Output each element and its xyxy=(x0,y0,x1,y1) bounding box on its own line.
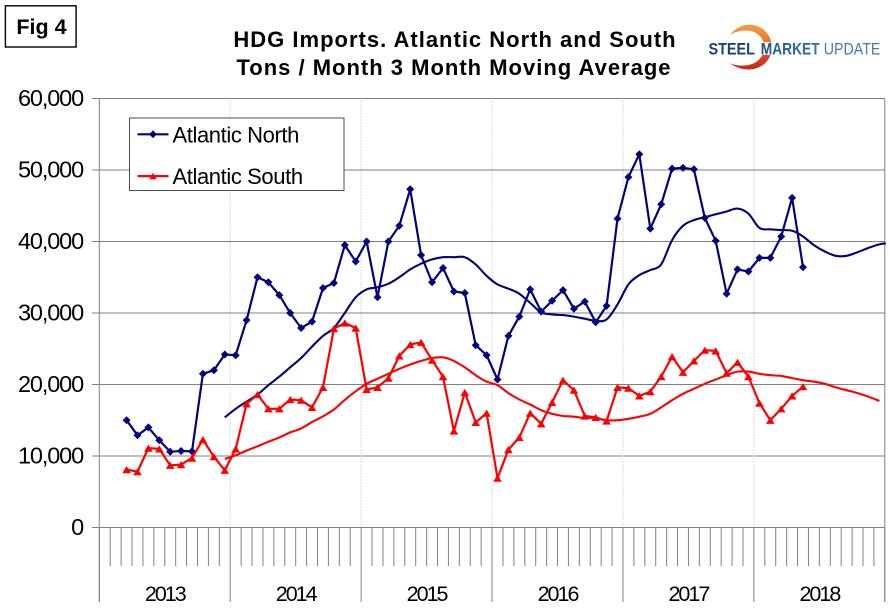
svg-text:Atlantic South: Atlantic South xyxy=(173,164,303,189)
svg-text:60,000: 60,000 xyxy=(18,85,84,111)
svg-text:0: 0 xyxy=(71,514,84,540)
svg-text:2014: 2014 xyxy=(276,582,318,606)
svg-text:2018: 2018 xyxy=(799,582,841,606)
svg-text:2013: 2013 xyxy=(145,582,187,606)
svg-text:2016: 2016 xyxy=(538,582,580,606)
svg-text:40,000: 40,000 xyxy=(18,228,84,254)
svg-text:2015: 2015 xyxy=(407,582,449,606)
svg-text:Atlantic North: Atlantic North xyxy=(173,122,299,147)
svg-text:50,000: 50,000 xyxy=(18,157,84,183)
svg-text:10,000: 10,000 xyxy=(18,443,84,469)
svg-text:UPDATE: UPDATE xyxy=(824,41,881,59)
svg-text:Fig 4: Fig 4 xyxy=(16,15,66,39)
svg-text:MARKET: MARKET xyxy=(761,41,820,59)
svg-text:2017: 2017 xyxy=(668,582,709,606)
svg-text:Tons / Month 3 Month Moving Av: Tons / Month 3 Month Moving Average xyxy=(236,55,671,80)
svg-text:20,000: 20,000 xyxy=(18,371,84,397)
svg-text:30,000: 30,000 xyxy=(18,300,84,326)
svg-text:STEEL: STEEL xyxy=(709,41,756,59)
svg-text:HDG Imports. Atlantic North an: HDG Imports. Atlantic North and South xyxy=(233,27,676,52)
